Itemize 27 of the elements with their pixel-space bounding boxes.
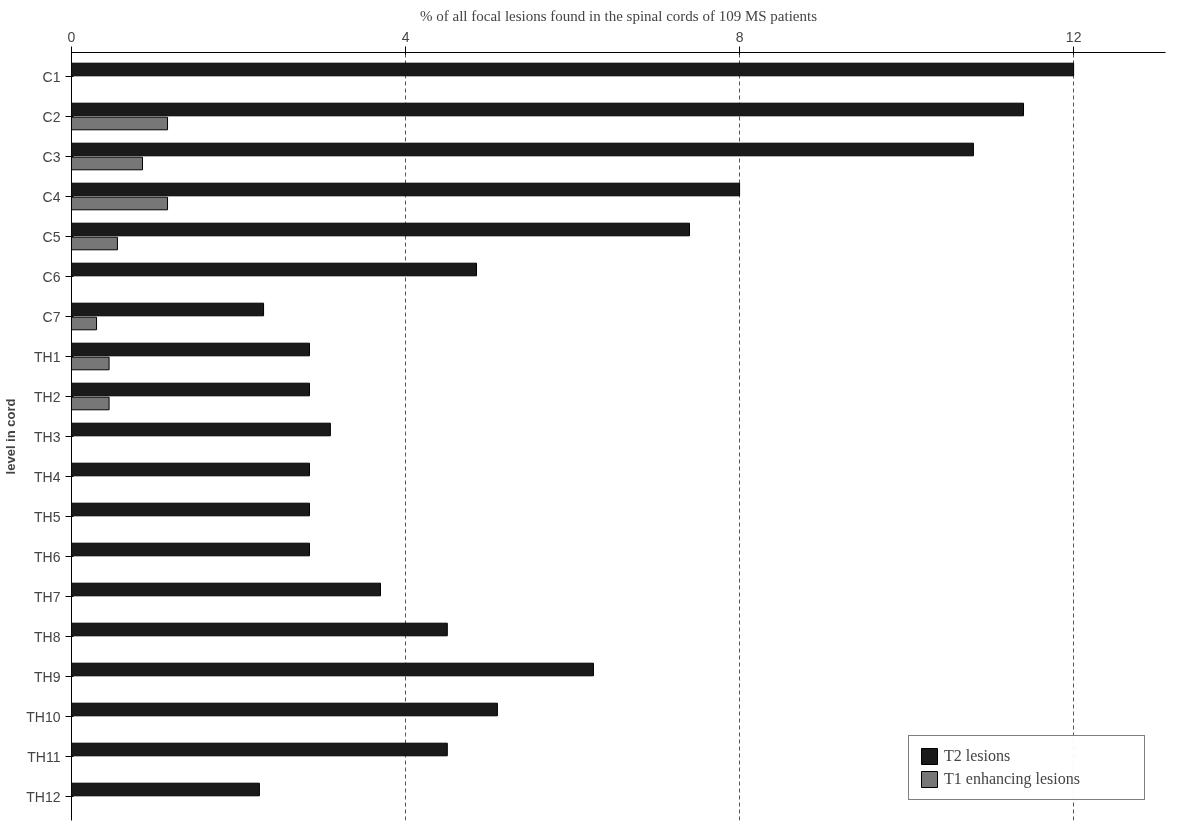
y-tick-label: TH8 xyxy=(34,628,61,645)
chart-title: % of all focal lesions found in the spinal cords of 109 MS patients xyxy=(419,7,818,24)
y-tick-label: TH7 xyxy=(34,588,61,605)
y-axis-title: level in cord xyxy=(3,398,19,475)
x-tick-label: 8 xyxy=(735,28,744,45)
y-tick-label: C1 xyxy=(42,68,61,85)
y-tick-label: TH3 xyxy=(34,428,61,445)
x-tick-label: 12 xyxy=(1065,28,1082,45)
y-tick-label: TH9 xyxy=(34,668,61,685)
legend-label: T2 lesions xyxy=(944,747,1012,765)
y-tick-label: C5 xyxy=(42,228,61,245)
y-tick-label: TH5 xyxy=(34,508,61,525)
x-tick-label: 0 xyxy=(67,28,76,45)
y-tick-label: TH10 xyxy=(26,708,61,725)
y-tick-label: C6 xyxy=(42,268,61,285)
y-tick-label: TH4 xyxy=(34,468,61,485)
y-tick-label: TH6 xyxy=(34,548,61,565)
y-tick-label: C2 xyxy=(42,108,61,125)
y-tick-label: TH11 xyxy=(27,748,61,765)
x-tick-label: 4 xyxy=(401,28,410,45)
y-tick-label: TH12 xyxy=(26,788,61,805)
y-tick-label: C3 xyxy=(42,148,61,165)
y-tick-label: C7 xyxy=(42,308,61,325)
y-tick-label: C4 xyxy=(42,188,61,205)
legend-label: T1 enhancing lesions xyxy=(944,770,1081,788)
y-tick-label: TH2 xyxy=(34,388,61,405)
y-tick-label: TH1 xyxy=(34,348,61,365)
